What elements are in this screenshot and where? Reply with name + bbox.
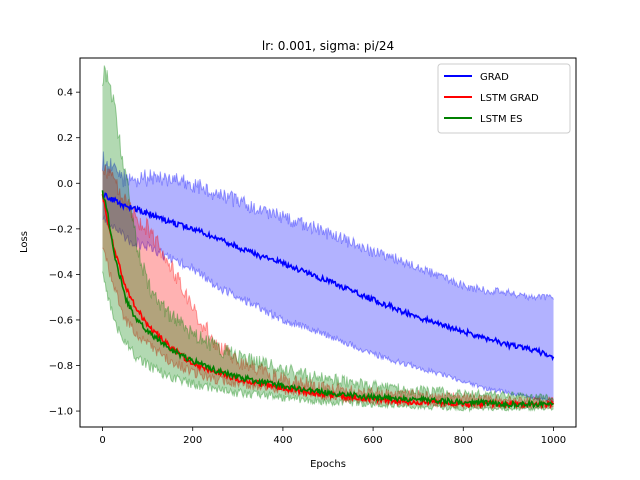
band-lower-lstm-grad xyxy=(102,247,554,410)
x-tick-label: 600 xyxy=(364,435,383,446)
y-tick-label: 0.4 xyxy=(57,88,73,99)
legend: GRAD LSTM GRAD LSTM ES xyxy=(437,63,571,134)
x-axis: 0 200 400 600 800 1000 xyxy=(99,427,566,446)
y-tick-label: −0.2 xyxy=(49,224,73,235)
x-axis-label: Epochs xyxy=(310,459,346,470)
series-line-grad xyxy=(101,192,555,362)
series-line-lstm-es xyxy=(101,190,554,410)
x-tick-label: 400 xyxy=(273,435,292,446)
y-axis-label: Loss xyxy=(19,231,30,253)
legend-label-grad: GRAD xyxy=(480,72,509,83)
y-tick-label: −0.8 xyxy=(49,361,73,372)
legend-label-lstm-grad: LSTM GRAD xyxy=(480,93,539,104)
bands-layer xyxy=(102,65,554,413)
band-upper-lstm-es xyxy=(102,65,554,401)
x-tick-label: 1000 xyxy=(541,435,566,446)
legend-label-lstm-es: LSTM ES xyxy=(480,114,523,125)
plot-frame xyxy=(79,57,577,428)
y-axis: −1.0 −0.8 −0.6 −0.4 −0.2 0.0 0.2 0.4 xyxy=(49,88,80,418)
band-upper-grad xyxy=(102,151,554,302)
band-upper-lstm-grad xyxy=(102,165,554,404)
band-lower-grad xyxy=(102,214,554,404)
x-tick-label: 200 xyxy=(183,435,202,446)
chart-title: lr: 0.001, sigma: pi/24 xyxy=(262,39,394,53)
y-tick-label: −0.6 xyxy=(49,315,73,326)
legend-box xyxy=(437,63,571,134)
y-tick-label: 0.2 xyxy=(57,133,73,144)
y-tick-label: −0.4 xyxy=(49,270,73,281)
x-tick-label: 0 xyxy=(99,435,105,446)
lines-layer xyxy=(101,190,555,410)
band-grad xyxy=(102,151,554,403)
band-lower-lstm-es xyxy=(102,271,554,413)
x-tick-label: 800 xyxy=(454,435,473,446)
y-tick-label: 0.0 xyxy=(57,179,73,190)
y-tick-label: −1.0 xyxy=(49,407,73,418)
